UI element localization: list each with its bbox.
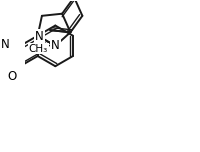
- Text: N: N: [1, 38, 10, 51]
- Text: N: N: [51, 39, 60, 52]
- Text: O: O: [8, 70, 17, 83]
- Text: N: N: [35, 30, 44, 43]
- Text: CH₃: CH₃: [29, 43, 48, 54]
